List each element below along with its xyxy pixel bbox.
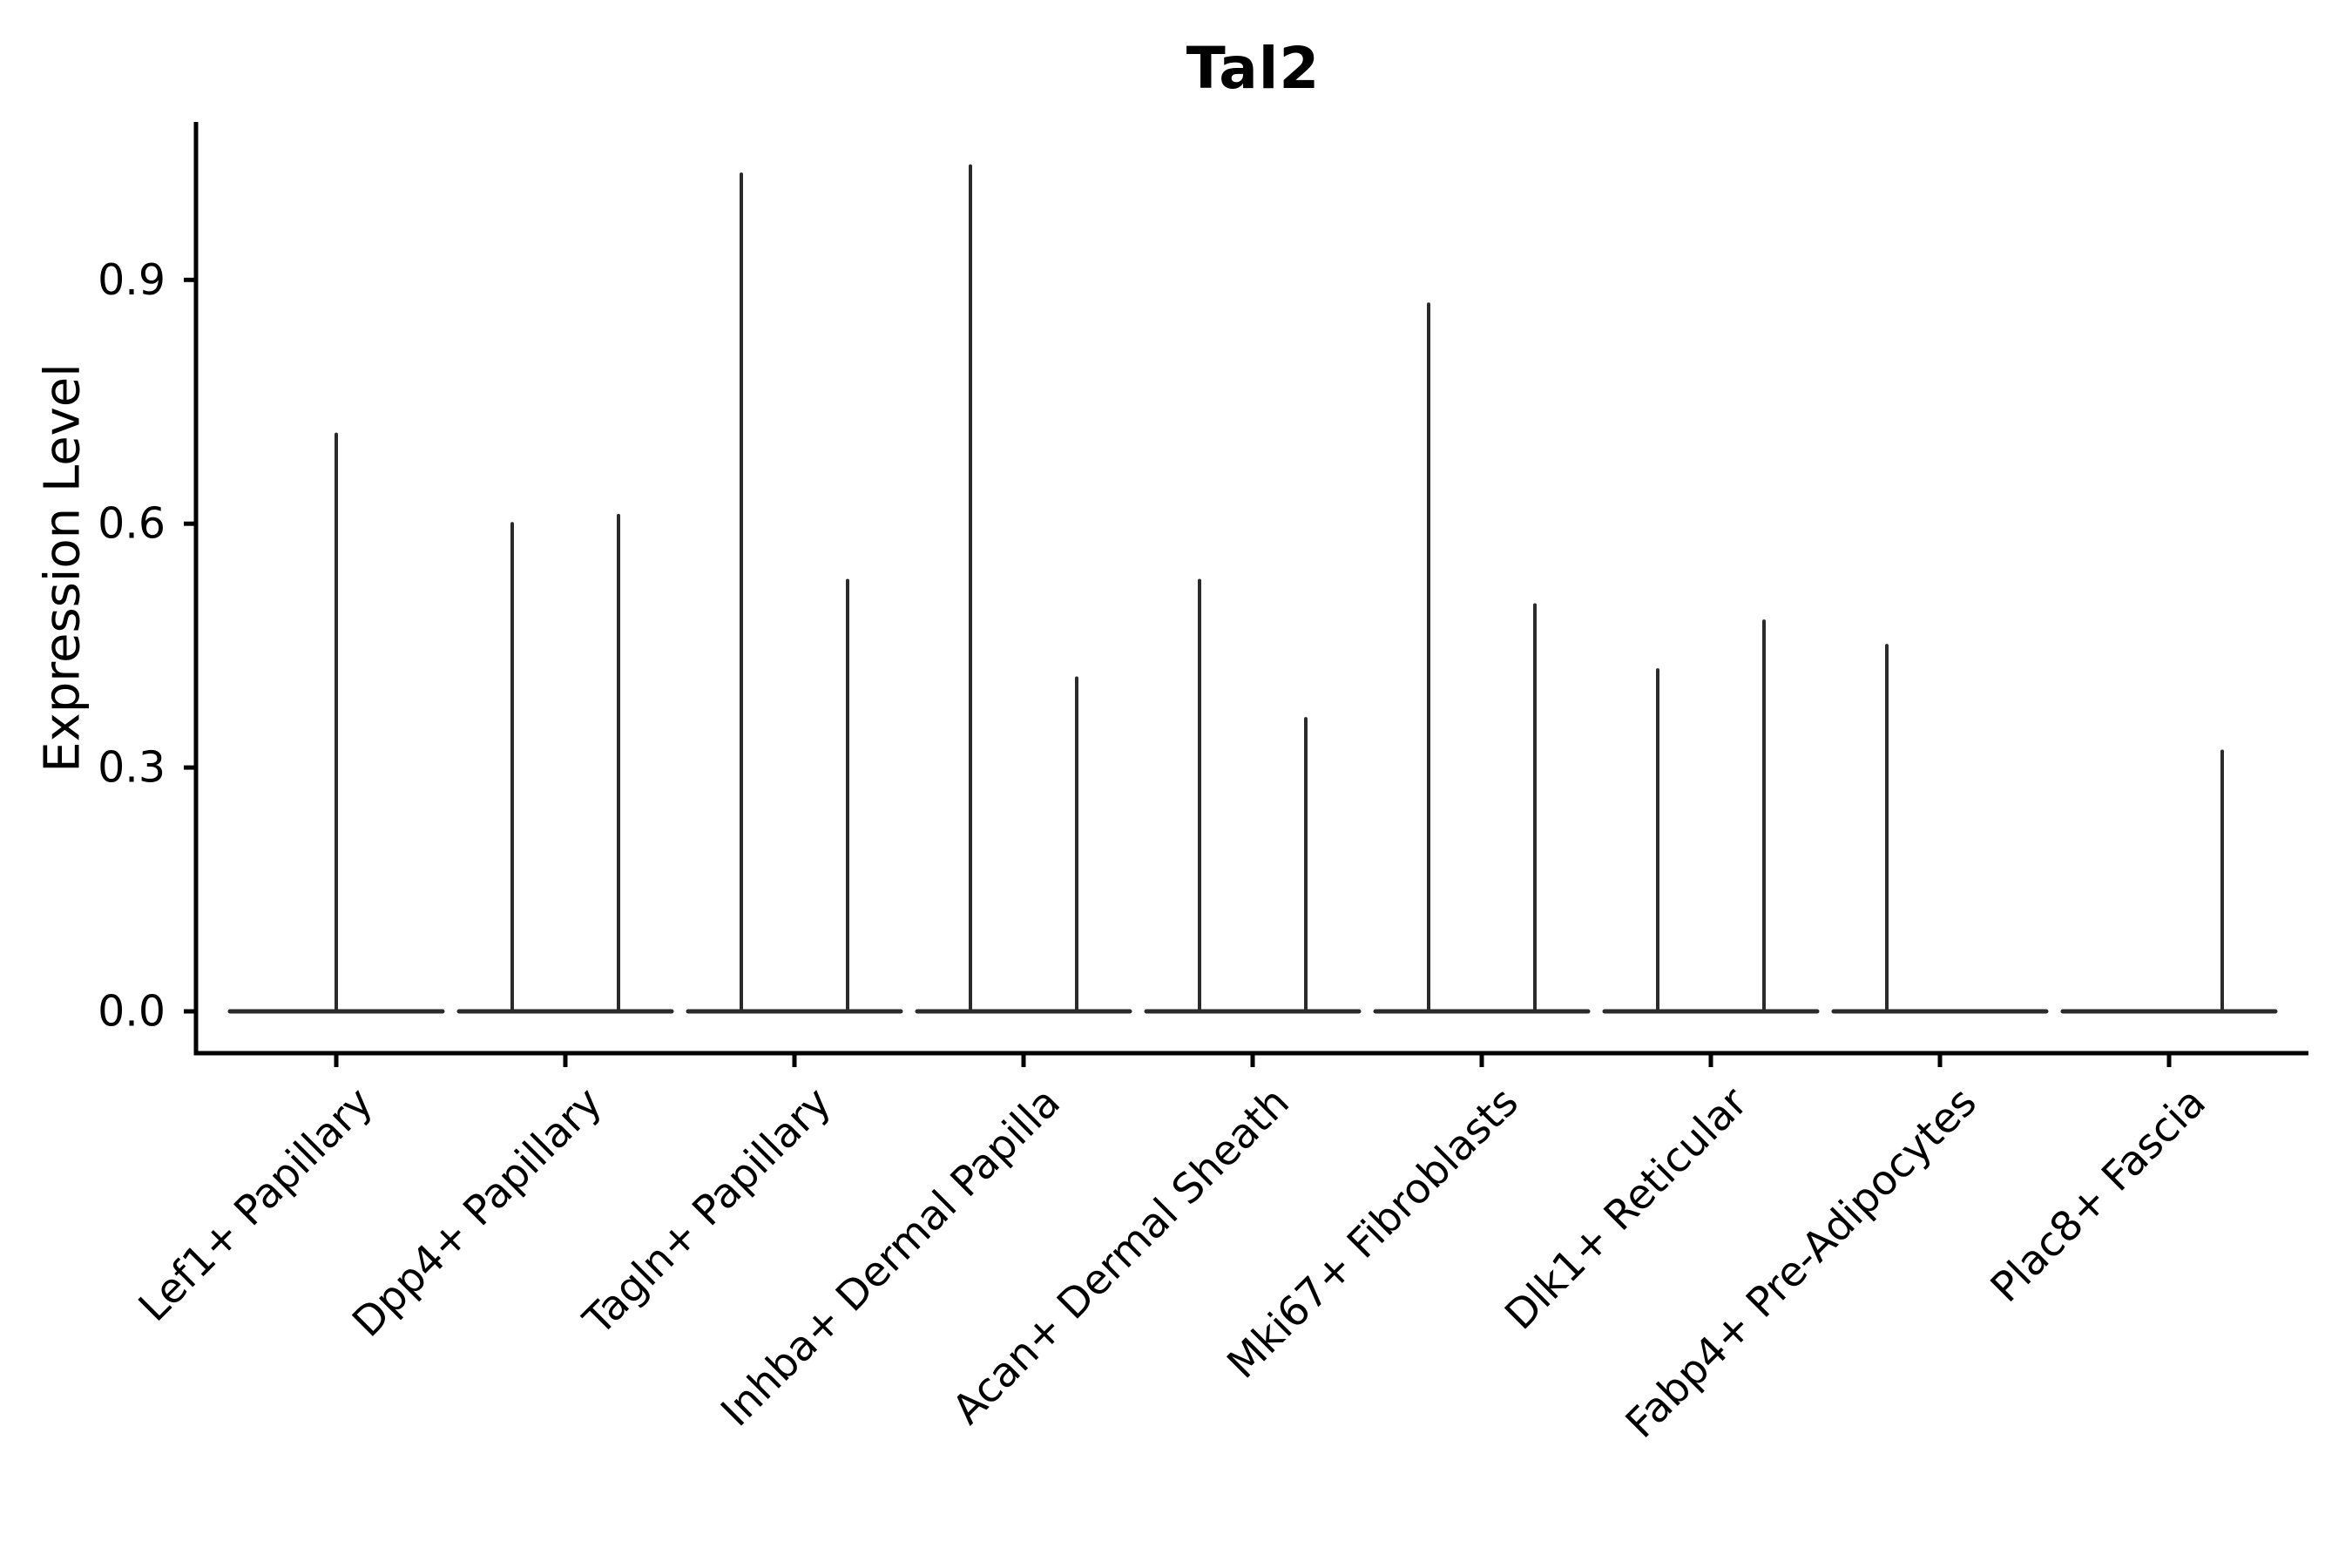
- y-tick-label: 0.9: [98, 255, 166, 305]
- x-tick-label: Dpp4+ Papillary: [343, 1078, 612, 1347]
- chart-title: Tal2: [1186, 35, 1321, 102]
- x-tick-label: Tagln+ Papillary: [574, 1078, 841, 1345]
- y-tick-label: 0.6: [98, 499, 166, 549]
- y-tick-label: 0.0: [98, 987, 166, 1037]
- y-tick-label: 0.3: [98, 743, 166, 793]
- x-tick-label: Plac8+ Fascia: [1982, 1078, 2215, 1312]
- x-tick-label: Dlk1+ Reticular: [1496, 1078, 1757, 1339]
- x-tick-label: Lef1+ Papillary: [130, 1078, 382, 1331]
